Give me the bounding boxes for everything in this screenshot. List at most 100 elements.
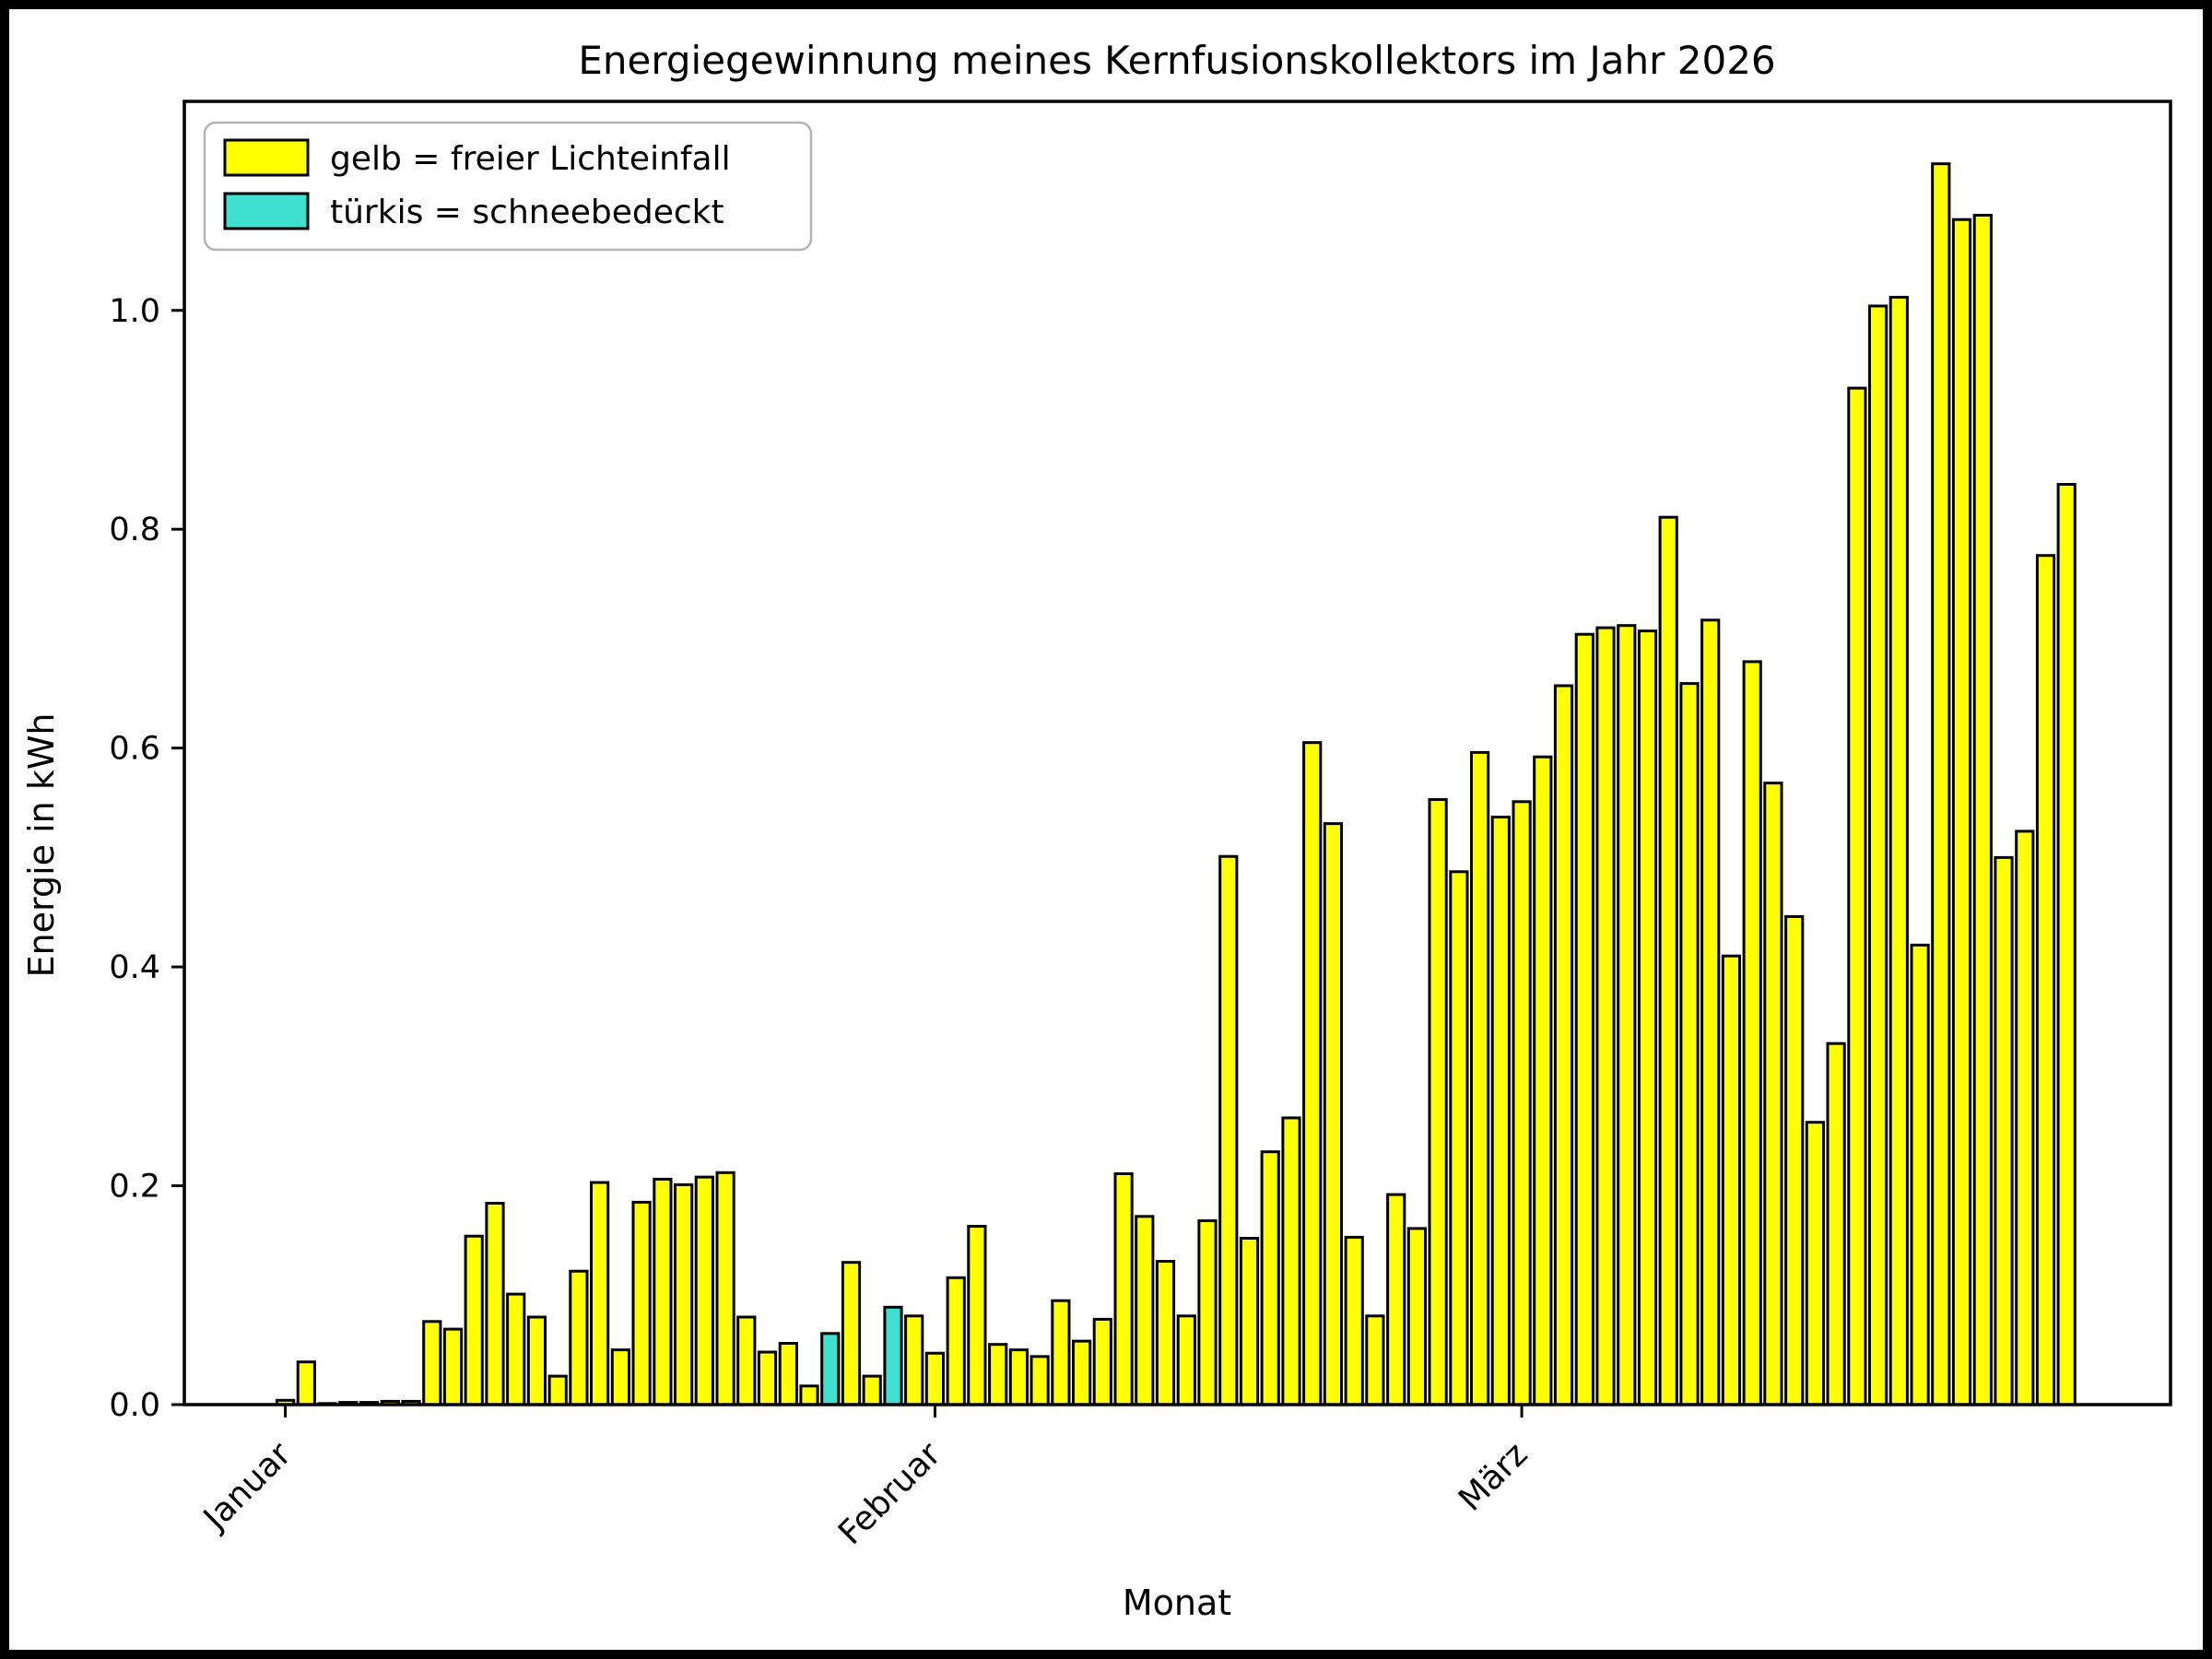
x-tick-label-month: Januar — [195, 1435, 299, 1538]
chart-title: Energiegewinnung meines Kernfusionskolle… — [578, 38, 1775, 83]
legend-label-snow-covered: türkis = schneebedeckt — [330, 194, 724, 231]
legend-label-free-light: gelb = freier Lichteinfall — [330, 140, 731, 178]
bar-snow-covered — [883, 1305, 903, 1406]
bar-free-light — [1910, 943, 1930, 1406]
x-axis-ticks: Januar Februar März — [195, 1405, 1535, 1552]
bar-free-light — [1868, 304, 1888, 1406]
bar-free-light — [1260, 1150, 1280, 1406]
bar-free-light — [590, 1181, 610, 1406]
bar-free-light — [1658, 515, 1678, 1406]
bar-free-light — [1323, 822, 1344, 1406]
bar-free-light — [1847, 386, 1867, 1406]
bar-free-light — [296, 1360, 316, 1406]
bar-free-light — [2035, 554, 2056, 1406]
bar-free-light — [1931, 162, 1951, 1406]
bar-free-light — [757, 1350, 778, 1406]
y-axis-ticks: 0.0 0.2 0.4 0.6 0.8 1.0 — [109, 293, 184, 1424]
bar-free-light — [967, 1225, 987, 1406]
plot-border — [182, 100, 2172, 1406]
bar-free-light — [1239, 1237, 1260, 1406]
bar-free-light — [1972, 214, 1993, 1406]
y-axis-label: Energie in kWh — [21, 713, 62, 978]
bar-free-light — [736, 1315, 757, 1406]
bar-free-light — [1784, 915, 1805, 1406]
bar-free-light — [1721, 954, 1742, 1406]
bar-free-light — [569, 1269, 589, 1406]
bar-free-light — [1617, 624, 1637, 1406]
legend-swatch-snow-covered — [223, 192, 310, 230]
bar-free-light — [778, 1342, 798, 1406]
bar-free-light — [904, 1314, 924, 1406]
bar-free-light — [1197, 1219, 1218, 1406]
bar-free-light — [1490, 816, 1511, 1406]
x-axis-label: Monat — [1123, 1583, 1231, 1623]
bar-free-light — [1113, 1172, 1134, 1406]
legend-box — [203, 121, 813, 252]
bar-free-light — [1176, 1314, 1196, 1406]
bar-free-light — [506, 1292, 526, 1406]
bar-free-light — [547, 1374, 568, 1406]
bar-free-light — [715, 1171, 735, 1406]
bar-free-light — [1072, 1339, 1092, 1406]
bar-free-light — [1051, 1299, 1071, 1406]
bar-free-light — [526, 1315, 547, 1406]
bar-free-light — [1805, 1121, 1826, 1406]
bar-free-light — [1470, 750, 1490, 1406]
y-tick-label: 0.8 — [109, 512, 160, 548]
bar-free-light — [464, 1234, 484, 1406]
bar-free-light — [442, 1327, 464, 1406]
bar-free-light — [1344, 1235, 1364, 1406]
bar-free-light — [1595, 626, 1616, 1406]
legend: gelb = freier Lichteinfall türkis = schn… — [203, 121, 813, 252]
bar-snow-covered — [820, 1332, 841, 1406]
bar-free-light — [1888, 296, 1909, 1406]
bar-free-light — [1533, 755, 1553, 1406]
bar-free-light — [485, 1202, 505, 1406]
bar-free-light — [1826, 1041, 1846, 1406]
bar-free-light — [1008, 1348, 1030, 1406]
bar-free-light — [2056, 483, 2077, 1406]
bar-free-light — [1742, 660, 1762, 1406]
bar-free-light — [1512, 800, 1532, 1406]
bar-free-light — [1135, 1215, 1155, 1406]
bar-free-light — [946, 1276, 966, 1406]
bar-free-light — [1700, 618, 1721, 1406]
bar-free-light — [1092, 1317, 1112, 1406]
bar-free-light — [1155, 1260, 1176, 1406]
bar-free-light — [2015, 830, 2035, 1406]
bar-free-light — [674, 1182, 694, 1406]
bar-free-light — [1679, 682, 1700, 1406]
bar-free-light — [1763, 782, 1783, 1406]
bar-free-light — [422, 1320, 442, 1406]
bar-free-light — [1994, 855, 2014, 1406]
bar-free-light — [1553, 684, 1574, 1406]
bar-free-light — [1574, 632, 1594, 1406]
bar-free-light — [1637, 629, 1658, 1406]
bar-free-light — [1386, 1193, 1406, 1406]
y-tick-label: 0.0 — [109, 1387, 160, 1424]
bar-free-light — [1449, 870, 1469, 1406]
bar-free-light — [1218, 854, 1239, 1406]
bar-free-light — [1030, 1355, 1050, 1406]
bar-free-light — [1281, 1116, 1301, 1406]
bar-free-light — [924, 1351, 945, 1406]
bar-free-light — [862, 1374, 882, 1406]
bar-free-light — [1302, 741, 1323, 1406]
bar-free-light — [1951, 218, 1972, 1406]
y-tick-label: 0.4 — [109, 949, 160, 986]
x-tick-label-month: März — [1452, 1435, 1535, 1518]
bar-free-light — [694, 1175, 714, 1406]
legend-swatch-free-light — [223, 138, 310, 177]
x-tick-label-month: Februar — [831, 1435, 948, 1552]
bar-free-light — [1406, 1227, 1428, 1406]
bar-free-light — [1365, 1314, 1385, 1406]
bar-free-light — [841, 1261, 862, 1406]
y-tick-label: 0.6 — [109, 731, 160, 768]
bar-free-light — [1428, 798, 1448, 1406]
bars — [276, 162, 2077, 1406]
bar-free-light — [799, 1384, 819, 1406]
y-tick-label: 0.2 — [109, 1169, 160, 1206]
